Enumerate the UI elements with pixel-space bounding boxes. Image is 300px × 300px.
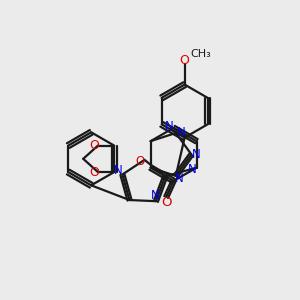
Text: N: N (114, 164, 122, 177)
Text: O: O (89, 166, 99, 178)
Text: O: O (161, 196, 171, 209)
Text: CH₃: CH₃ (190, 49, 211, 59)
Text: N: N (175, 172, 184, 185)
Text: N: N (188, 163, 197, 176)
Text: O: O (135, 155, 145, 168)
Text: O: O (180, 54, 190, 67)
Text: N: N (177, 127, 185, 140)
Text: O: O (89, 139, 99, 152)
Text: N: N (192, 148, 201, 161)
Text: N: N (151, 189, 160, 203)
Text: N: N (165, 120, 173, 133)
